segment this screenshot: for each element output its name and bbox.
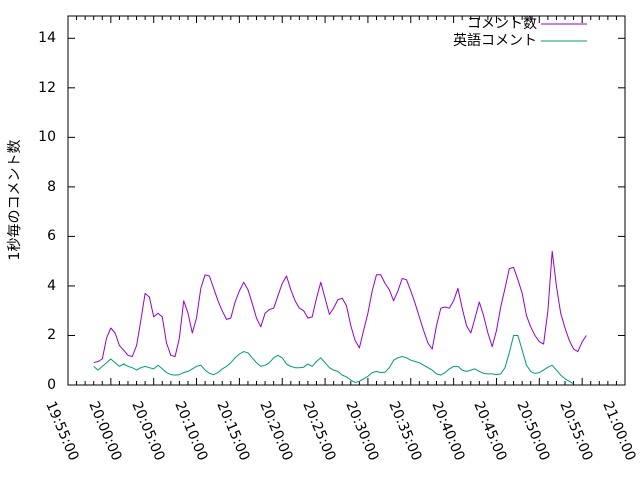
x-axis-tick-label: 21:00:00 (599, 399, 639, 464)
plot-border (67, 15, 626, 386)
series-line-1 (93, 335, 574, 385)
y-axis-tick-label: 2 (47, 327, 56, 344)
y-axis-tick-label: 10 (38, 129, 56, 146)
x-axis-tick-label: 20:05:00 (127, 399, 168, 464)
x-axis-tick-label: 20:55:00 (556, 399, 596, 464)
x-axis-tick-label: 20:15:00 (213, 399, 253, 464)
x-axis-tick-label: 20:30:00 (342, 399, 382, 464)
x-axis-tick-label: 19:55:00 (42, 399, 82, 464)
x-axis-tick-label: 20:40:00 (427, 399, 468, 464)
y-axis-tick-label: 14 (38, 30, 56, 47)
y-axis-tick-label: 4 (47, 277, 56, 294)
y-axis-tick-label: 0 (47, 377, 56, 393)
x-axis-tick-label: 20:10:00 (170, 399, 211, 464)
x-axis-tick-label: 20:35:00 (385, 399, 425, 464)
x-axis-tick-label: 20:00:00 (85, 399, 125, 464)
legend-label-comment-count: コメント数 (467, 16, 537, 32)
series-line-0 (93, 250, 587, 364)
x-axis-tick-label: 20:50:00 (513, 399, 553, 464)
y-axis-tick-label: 12 (38, 79, 56, 96)
x-axis-tick-label: 20:20:00 (256, 399, 296, 464)
x-axis-tick-label: 20:25:00 (299, 399, 339, 464)
y-axis-tick-label: 6 (47, 228, 56, 245)
x-axis-tick-label: 20:45:00 (470, 399, 511, 464)
y-axis-tick-label: 8 (47, 178, 56, 195)
legend-label-english-comments: 英語コメント (453, 33, 537, 49)
